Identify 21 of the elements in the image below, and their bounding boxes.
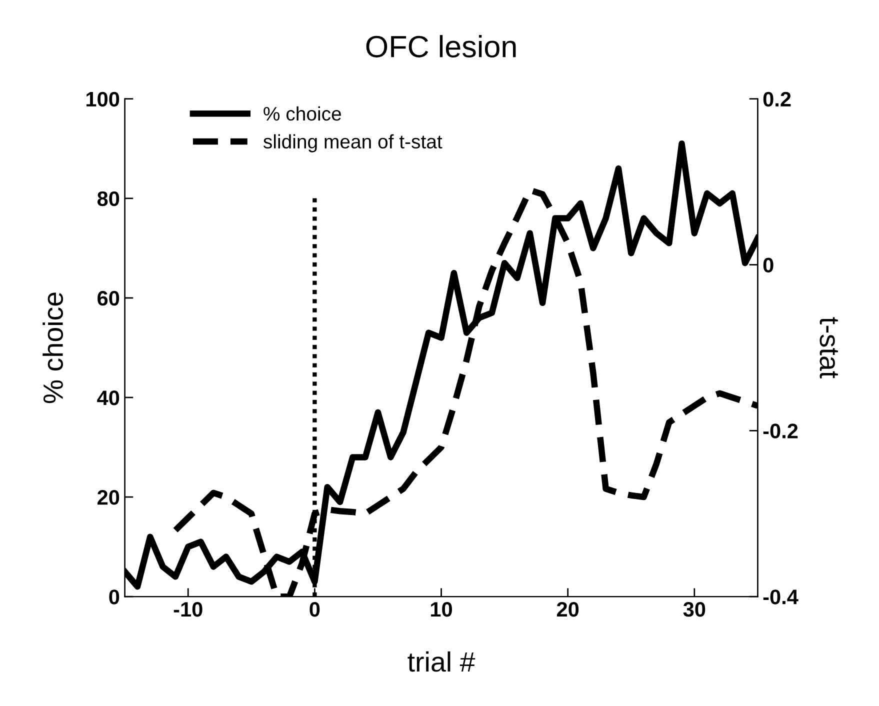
y-tick-label: 40 [97, 390, 120, 406]
legend-label: % choice [264, 106, 341, 121]
x-axis-title: trial # [408, 651, 476, 672]
y2-tick-label: -0.2 [763, 424, 798, 438]
y-tick-label: 100 [86, 92, 120, 107]
x-tick-label: 0 [310, 602, 320, 617]
legend-label: sliding mean of t-stat [263, 134, 442, 152]
y-tick-label: 80 [97, 191, 120, 206]
x-tick-label: 10 [430, 602, 452, 617]
y2-axis-title: t-stat [820, 317, 838, 378]
y2-tick-label: 0.2 [763, 92, 791, 107]
x-tick-label: -10 [174, 602, 202, 617]
y-tick-label: 60 [98, 290, 120, 306]
y-tick-label: 0 [109, 590, 120, 604]
y-axis-title: % choice [42, 292, 64, 404]
y2-tick-label: -0.4 [763, 590, 798, 604]
chart-title: OFC lesion [366, 35, 516, 58]
y-tick-label: 20 [98, 490, 120, 505]
x-tick-label: 20 [556, 602, 579, 617]
y2-tick-label: 0 [763, 258, 774, 273]
x-tick-label: 30 [683, 602, 706, 617]
